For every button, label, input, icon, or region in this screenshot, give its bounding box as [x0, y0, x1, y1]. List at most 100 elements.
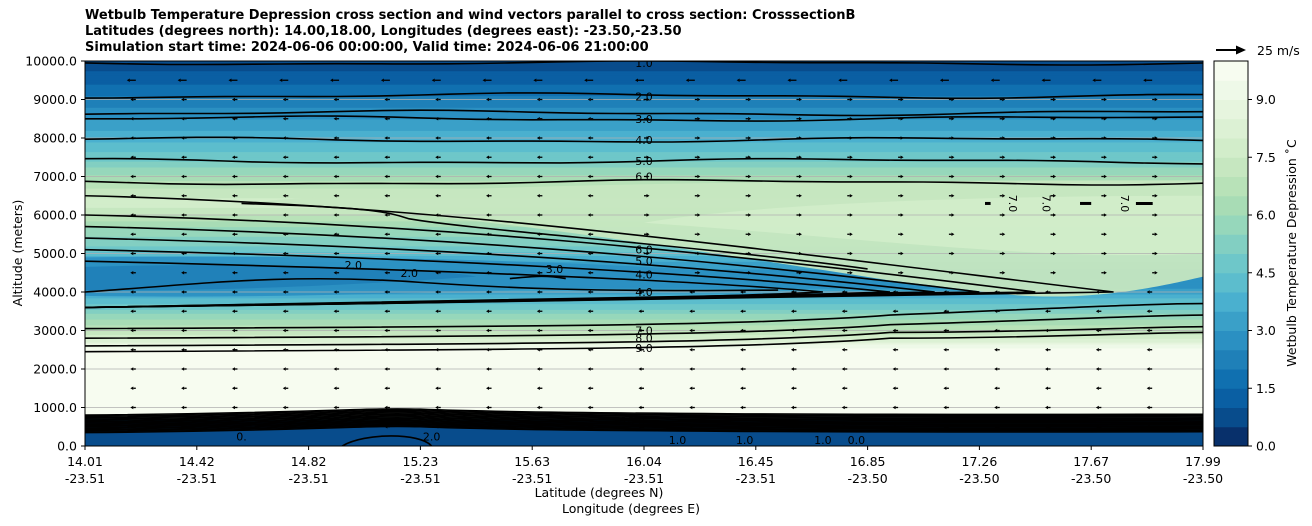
- wind-vector-head: [685, 78, 689, 83]
- wind-vector-head: [841, 424, 845, 429]
- wind-vector-head: [849, 251, 853, 256]
- wind-vector-head: [333, 155, 337, 160]
- contour-band: [85, 124, 1203, 128]
- wind-vector-head: [536, 405, 540, 410]
- wind-vector-head: [740, 309, 744, 314]
- colorbar-swatch: [1214, 61, 1248, 81]
- contour-line-surface: [85, 424, 1203, 432]
- contour-band: [85, 361, 1203, 364]
- wind-vector-head: [282, 347, 286, 352]
- wind-vector-head: [900, 232, 904, 237]
- colorbar-tick-label: 9.0: [1256, 92, 1276, 107]
- wind-vector-head: [1053, 213, 1057, 217]
- wind-vector-head: [787, 78, 791, 83]
- wind-vector-head: [994, 386, 998, 391]
- wind-vector-head: [889, 78, 893, 83]
- contour-band: [85, 134, 1203, 137]
- wind-vector-head: [635, 78, 638, 83]
- contour-band: [85, 384, 1203, 387]
- wind-vector-head: [384, 290, 388, 294]
- contour-line-surface: [85, 425, 1203, 434]
- wind-reference-arrow-head: [1236, 45, 1246, 55]
- wind-vector-head: [841, 405, 845, 410]
- wind-vector-head: [486, 367, 490, 371]
- wind-vector-head: [130, 193, 134, 198]
- contour-band: [85, 324, 1203, 328]
- wind-vector-head: [435, 116, 439, 121]
- wind-vector-head: [384, 193, 388, 198]
- wind-vector-head: [689, 290, 693, 294]
- contour-band: [85, 147, 1203, 151]
- wind-vector-head: [333, 174, 337, 179]
- wind-vector-head: [130, 136, 134, 140]
- wind-vector-head: [943, 424, 947, 429]
- wind-vector-head: [587, 290, 591, 294]
- wind-vector-head: [486, 174, 490, 179]
- contour-band: [85, 74, 1203, 77]
- wind-vector-head: [282, 367, 286, 371]
- x-tick-label-latitude: 14.42: [179, 454, 215, 469]
- wind-vector-head: [1146, 367, 1150, 371]
- wind-vector-head: [486, 136, 490, 140]
- x-tick-label-latitude: 16.85: [850, 454, 886, 469]
- wind-vector-head: [536, 270, 540, 275]
- wind-vector-head: [282, 136, 286, 140]
- contour-line-surface-bump: [341, 435, 433, 446]
- wind-vector-head: [486, 155, 490, 160]
- contour-band: [85, 390, 1203, 393]
- contour-band: [85, 157, 1203, 160]
- wind-vector-head: [892, 290, 896, 294]
- contour-band: [85, 363, 1203, 366]
- wind-vector-head: [384, 213, 388, 217]
- wind-vector-head: [231, 251, 235, 256]
- contour-band: [85, 103, 1203, 106]
- wind-vector-head: [282, 213, 286, 217]
- contour-line-lower: [85, 325, 1203, 347]
- plot-area: 1.02.03.04.05.06.06.05.04.04.03.02.02.07…: [85, 61, 1203, 446]
- wind-vector-head: [533, 78, 537, 83]
- wind-vector-head: [740, 405, 744, 410]
- contour-band: [85, 257, 1203, 260]
- wind-vector-head: [841, 386, 845, 391]
- wind-vector-head: [486, 328, 490, 333]
- wind-vector-head: [1146, 386, 1150, 391]
- wind-vector-head: [231, 424, 235, 429]
- wind-vector-head: [1146, 309, 1150, 314]
- contour-line-lower: [85, 302, 1203, 330]
- colorbar-swatch: [1214, 138, 1248, 158]
- wind-vector-head: [384, 136, 388, 140]
- wind-vector-head: [231, 232, 235, 237]
- x-axis-label-longitude: Longitude (degrees E): [562, 501, 700, 516]
- wind-vector-head: [1143, 78, 1147, 83]
- wind-vector-head: [1095, 347, 1099, 352]
- x-tick-label-longitude: -23.50: [847, 471, 887, 486]
- wind-vector-head: [748, 155, 752, 160]
- chart-title-line-2: Latitudes (degrees north): 14.00,18.00, …: [85, 24, 682, 39]
- wind-vector-head: [892, 386, 896, 391]
- contour-band: [85, 163, 1203, 166]
- contour-band: [85, 84, 1203, 87]
- wind-vector-head: [943, 347, 947, 352]
- wind-vector-head: [435, 155, 439, 160]
- wind-vector-head: [1146, 405, 1150, 410]
- wind-vector-head: [384, 386, 388, 391]
- contour-band: [85, 388, 1203, 391]
- wind-vector-head: [841, 290, 845, 294]
- wind-vector-head: [130, 309, 134, 314]
- wind-vector-head: [1103, 270, 1107, 275]
- wind-vector-head: [849, 174, 853, 179]
- wind-vector-head: [435, 213, 439, 217]
- contour-band: [85, 286, 1203, 289]
- wind-vector-head: [282, 193, 286, 198]
- contour-line-upper: [85, 109, 1203, 117]
- contour-band: [85, 99, 1203, 103]
- wind-vector-head: [697, 116, 701, 121]
- contour-band: [85, 70, 1203, 74]
- wind-vector-head: [638, 386, 642, 391]
- wind-vector-head: [646, 213, 650, 217]
- wind-vector-head: [482, 78, 486, 83]
- wind-vector-head: [435, 174, 439, 179]
- contour-band: [85, 313, 1203, 316]
- contour-band: [85, 80, 1203, 83]
- wind-vector-head: [435, 424, 439, 429]
